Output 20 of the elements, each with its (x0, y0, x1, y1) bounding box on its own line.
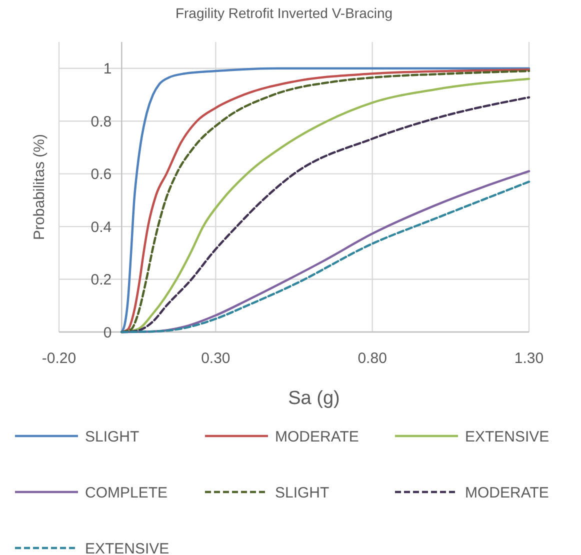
x-tick-label: 0.80 (358, 350, 387, 367)
y-tick-label: 0.6 (90, 166, 112, 184)
y-tick-label: 1 (103, 60, 112, 78)
legend-label: EXTENSIVE (85, 540, 170, 555)
x-axis-title: Sa (g) (288, 388, 340, 409)
legend-label: EXTENSIVE (465, 428, 550, 446)
chart-title: Fragility Retrofit Inverted V-Bracing (175, 5, 393, 21)
y-tick-label: 0.4 (90, 218, 112, 236)
y-tick-label: 0.8 (90, 113, 112, 130)
x-tick-label: 1.30 (514, 350, 544, 367)
y-tick-label: 0 (103, 324, 112, 342)
legend-label: SLIGHT (275, 484, 330, 502)
legend-label: MODERATE (465, 484, 549, 502)
legend-label: MODERATE (275, 428, 359, 446)
x-tick-label: 0.30 (201, 350, 230, 367)
legend-label: SLIGHT (85, 428, 140, 446)
y-tick-label: 0.2 (90, 272, 112, 289)
y-axis-title: Probabilitas (%) (31, 134, 48, 240)
x-tick-label: -0.20 (42, 350, 76, 367)
legend-label: COMPLETE (85, 484, 168, 502)
